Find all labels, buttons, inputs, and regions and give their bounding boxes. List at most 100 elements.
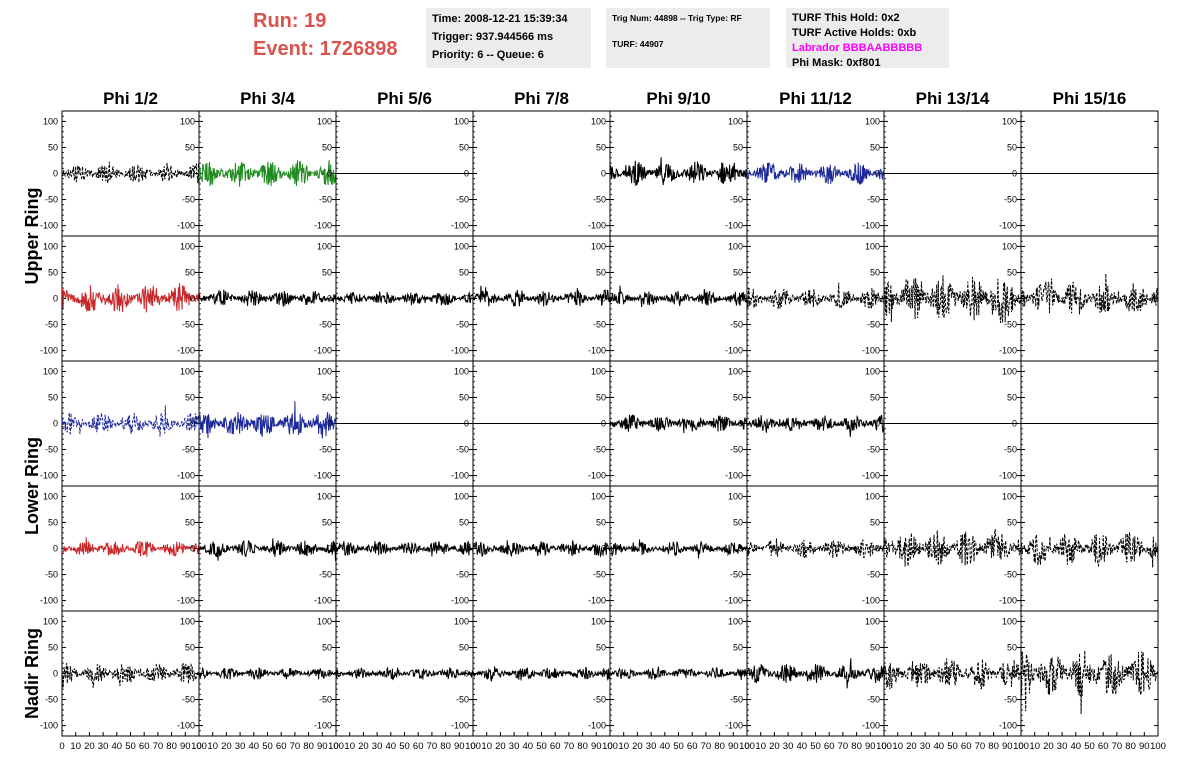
y-tick-label: 50	[185, 267, 195, 277]
x-tick-label: 30	[646, 741, 657, 752]
y-tick-label: 50	[322, 267, 332, 277]
y-tick-label: -100	[314, 721, 332, 731]
waveform-trace	[472, 285, 611, 307]
y-tick-label: -100	[314, 346, 332, 356]
column-title-5: Phi 9/10	[646, 89, 710, 108]
row-label-lower-ring: Lower Ring	[22, 437, 42, 535]
y-tick-label: 100	[43, 616, 58, 626]
y-tick-label: 0	[875, 419, 880, 429]
y-tick-label: -100	[177, 471, 195, 481]
y-tick-label: 100	[865, 116, 880, 126]
x-tick-label: 30	[235, 741, 246, 752]
y-tick-label: 0	[464, 544, 469, 554]
y-tick-label: 100	[1002, 116, 1017, 126]
waveform-trace	[609, 157, 748, 186]
y-tick-label: 50	[185, 392, 195, 402]
turf-this-hold-text: TURF This Hold: 0x2	[792, 12, 900, 24]
waveform-trace	[609, 666, 748, 681]
y-tick-label: 100	[865, 616, 880, 626]
x-tick-label: 70	[838, 741, 849, 752]
y-tick-label: -50	[867, 570, 880, 580]
column-title-8: Phi 15/16	[1053, 89, 1127, 108]
y-tick-label: -50	[593, 695, 606, 705]
y-tick-label: 0	[738, 669, 743, 679]
y-tick-label: 50	[48, 517, 58, 527]
x-tick-label: 10	[892, 741, 903, 752]
waveform-trace	[609, 539, 748, 559]
y-tick-label: 0	[875, 544, 880, 554]
x-tick-label: 70	[701, 741, 712, 752]
x-tick-label: 90	[1002, 741, 1013, 752]
y-tick-label: -100	[40, 471, 58, 481]
x-tick-label: 70	[290, 741, 301, 752]
y-tick-label: 50	[733, 517, 743, 527]
column-title-4: Phi 7/8	[514, 89, 569, 108]
x-tick-label: 20	[906, 741, 917, 752]
y-tick-label: -100	[999, 596, 1017, 606]
waveform-trace	[883, 275, 1022, 323]
x-tick-label: 30	[509, 741, 520, 752]
turf-active-holds-text: TURF Active Holds: 0xb	[792, 27, 917, 39]
y-tick-label: 100	[728, 366, 743, 376]
waveform-trace	[609, 285, 748, 308]
x-tick-label: 0	[881, 741, 886, 752]
y-tick-label: 50	[1007, 517, 1017, 527]
x-tick-label: 70	[975, 741, 986, 752]
y-tick-label: 100	[865, 366, 880, 376]
y-tick-label: -100	[177, 346, 195, 356]
y-tick-label: -100	[177, 596, 195, 606]
y-tick-label: 0	[190, 294, 195, 304]
y-tick-label: -50	[456, 195, 469, 205]
y-tick-label: 0	[1012, 294, 1017, 304]
y-tick-label: -100	[40, 721, 58, 731]
x-tick-label: 60	[687, 741, 698, 752]
x-tick-label: 10	[1029, 741, 1040, 752]
x-tick-label: 60	[1098, 741, 1109, 752]
y-tick-label: 50	[733, 392, 743, 402]
y-tick-label: 0	[53, 419, 58, 429]
x-tick-label: 100	[739, 741, 755, 752]
trigger-info-box: Trig Num: 44898 -- Trig Type: RF TURF: 4…	[606, 8, 770, 68]
priority-queue-text: Priority: 6 -- Queue: 6	[432, 49, 544, 61]
row-label-upper-ring: Upper Ring	[22, 188, 42, 285]
waveform-trace	[198, 160, 337, 187]
y-tick-label: 100	[180, 616, 195, 626]
y-tick-label: -50	[45, 320, 58, 330]
y-tick-label: -100	[725, 721, 743, 731]
x-tick-label: 80	[988, 741, 999, 752]
y-tick-label: -100	[451, 596, 469, 606]
y-tick-label: -100	[999, 346, 1017, 356]
y-tick-label: 100	[1002, 241, 1017, 251]
row-label-nadir-ring: Nadir Ring	[22, 628, 42, 719]
y-tick-label: 0	[464, 169, 469, 179]
y-tick-label: -100	[451, 721, 469, 731]
y-tick-label: -100	[40, 346, 58, 356]
y-tick-label: -50	[182, 445, 195, 455]
x-tick-label: 80	[851, 741, 862, 752]
y-tick-label: 50	[870, 142, 880, 152]
waveform-trace	[61, 537, 200, 557]
y-tick-label: -100	[862, 346, 880, 356]
x-tick-label: 100	[602, 741, 618, 752]
y-tick-label: 50	[733, 267, 743, 277]
waveform-trace	[61, 161, 200, 184]
x-tick-label: 20	[632, 741, 643, 752]
y-tick-label: -100	[451, 346, 469, 356]
y-tick-label: -50	[45, 445, 58, 455]
x-tick-label: 90	[591, 741, 602, 752]
waveform-trace	[61, 662, 200, 689]
waveform-trace	[1020, 273, 1159, 315]
column-title-3: Phi 5/6	[377, 89, 432, 108]
y-tick-label: 50	[1007, 267, 1017, 277]
y-tick-label: -50	[593, 570, 606, 580]
x-tick-label: 70	[564, 741, 575, 752]
x-tick-label: 70	[1112, 741, 1123, 752]
x-tick-label: 50	[262, 741, 273, 752]
panel-r4-c8	[1020, 485, 1159, 612]
x-tick-label: 50	[125, 741, 136, 752]
y-tick-label: 100	[454, 366, 469, 376]
y-tick-label: 50	[48, 642, 58, 652]
y-tick-label: -100	[588, 721, 606, 731]
x-tick-label: 0	[333, 741, 338, 752]
timing-info-box: Time: 2008-12-21 15:39:34 Trigger: 937.9…	[426, 8, 591, 68]
